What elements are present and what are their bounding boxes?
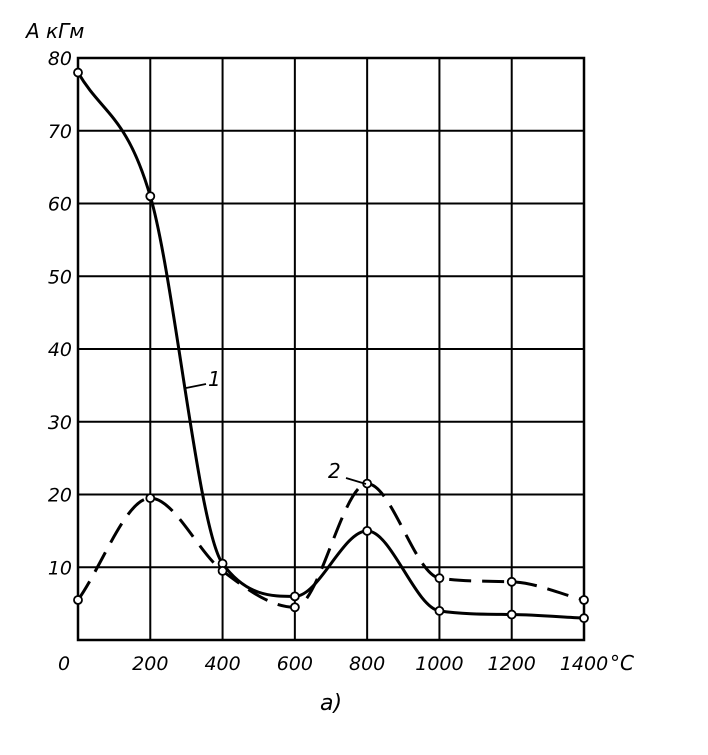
marker-layer (73, 67, 589, 624)
series-1-point (434, 606, 445, 616)
y-tick-label: 20 (48, 485, 72, 507)
series-1-point (506, 609, 517, 620)
series-layer (76, 71, 585, 620)
y-tick-label: 70 (48, 121, 72, 143)
y-tick-label: 10 (48, 557, 72, 579)
x-tick-label: 1200 (488, 653, 536, 675)
series-1-point (579, 613, 589, 624)
series-1-point (73, 67, 83, 78)
series-2-point (145, 493, 156, 504)
x-tick-label: 1000 (415, 653, 463, 675)
y-axis-label: A кГм (24, 19, 84, 43)
y-tick-label: 40 (48, 339, 72, 361)
series-2-label-leader (345, 477, 367, 485)
y-tick-label: 30 (48, 412, 72, 434)
x-tick-label: 400 (204, 653, 240, 675)
series-2-point (506, 576, 517, 587)
series-1-label-leader (185, 383, 207, 389)
x-tick-label: 200 (132, 653, 168, 675)
x-tick-label: 800 (349, 653, 385, 675)
series-2-line (76, 482, 585, 609)
y-tick-label: 80 (48, 48, 72, 70)
y-tick-label: 50 (48, 266, 72, 288)
figure-caption: а) (320, 691, 342, 716)
x-tick-label: 1400 (560, 653, 608, 675)
series-2-point (217, 565, 228, 576)
y-tick-labels: 10 20 30 40 50 60 70 80 (48, 48, 72, 579)
x-tick-labels: 0 200 400 600 800 1000 1200 1400 (58, 653, 608, 675)
x-tick-label: 0 (58, 653, 70, 675)
series-2-label: 2 (328, 459, 341, 483)
series-1-point (145, 191, 156, 202)
series-2-point (73, 595, 83, 605)
series-2-point (289, 602, 300, 613)
series-2-point (434, 573, 445, 584)
y-tick-label: 60 (48, 194, 72, 216)
x-axis-unit: °C (610, 651, 634, 675)
grid-lines (78, 58, 584, 640)
x-tick-label: 600 (277, 653, 313, 675)
series-2-point (579, 595, 589, 605)
series-1-line (76, 71, 585, 620)
plot-frame (76, 56, 586, 642)
series-1-label: 1 (208, 367, 221, 391)
series-1-point (362, 525, 373, 536)
series-1-point (289, 591, 300, 602)
